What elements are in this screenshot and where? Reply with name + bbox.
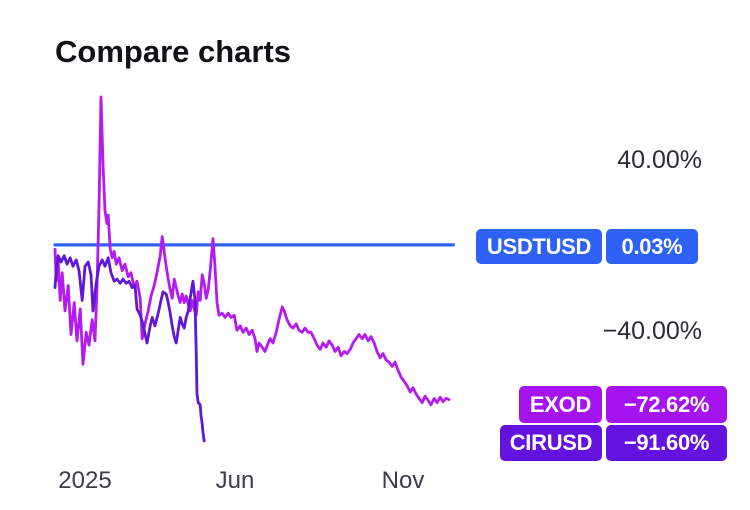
page-title: Compare charts: [55, 34, 292, 69]
y-axis-tick-bottom[interactable]: −40.00%: [602, 317, 702, 345]
x-axis-tick-jun[interactable]: Jun: [215, 467, 255, 494]
price-label-cirusd-name: CIRUSD: [500, 425, 602, 461]
x-axis-tick-2025[interactable]: 2025: [58, 467, 112, 494]
series-line-exod: [53, 95, 451, 407]
price-label-usdtusd-value: 0.03%: [606, 229, 698, 264]
y-axis-tick-top[interactable]: 40.00%: [617, 146, 702, 174]
price-label-cirusd-value: −91.60%: [606, 425, 727, 461]
price-label-exod-value: −72.62%: [606, 386, 727, 423]
series-line-cirusd: [53, 254, 206, 443]
x-axis-tick-nov[interactable]: Nov: [381, 467, 425, 494]
price-label-usdtusd-name: USDTUSD: [476, 229, 602, 264]
price-label-exod-name: EXOD: [519, 386, 602, 423]
